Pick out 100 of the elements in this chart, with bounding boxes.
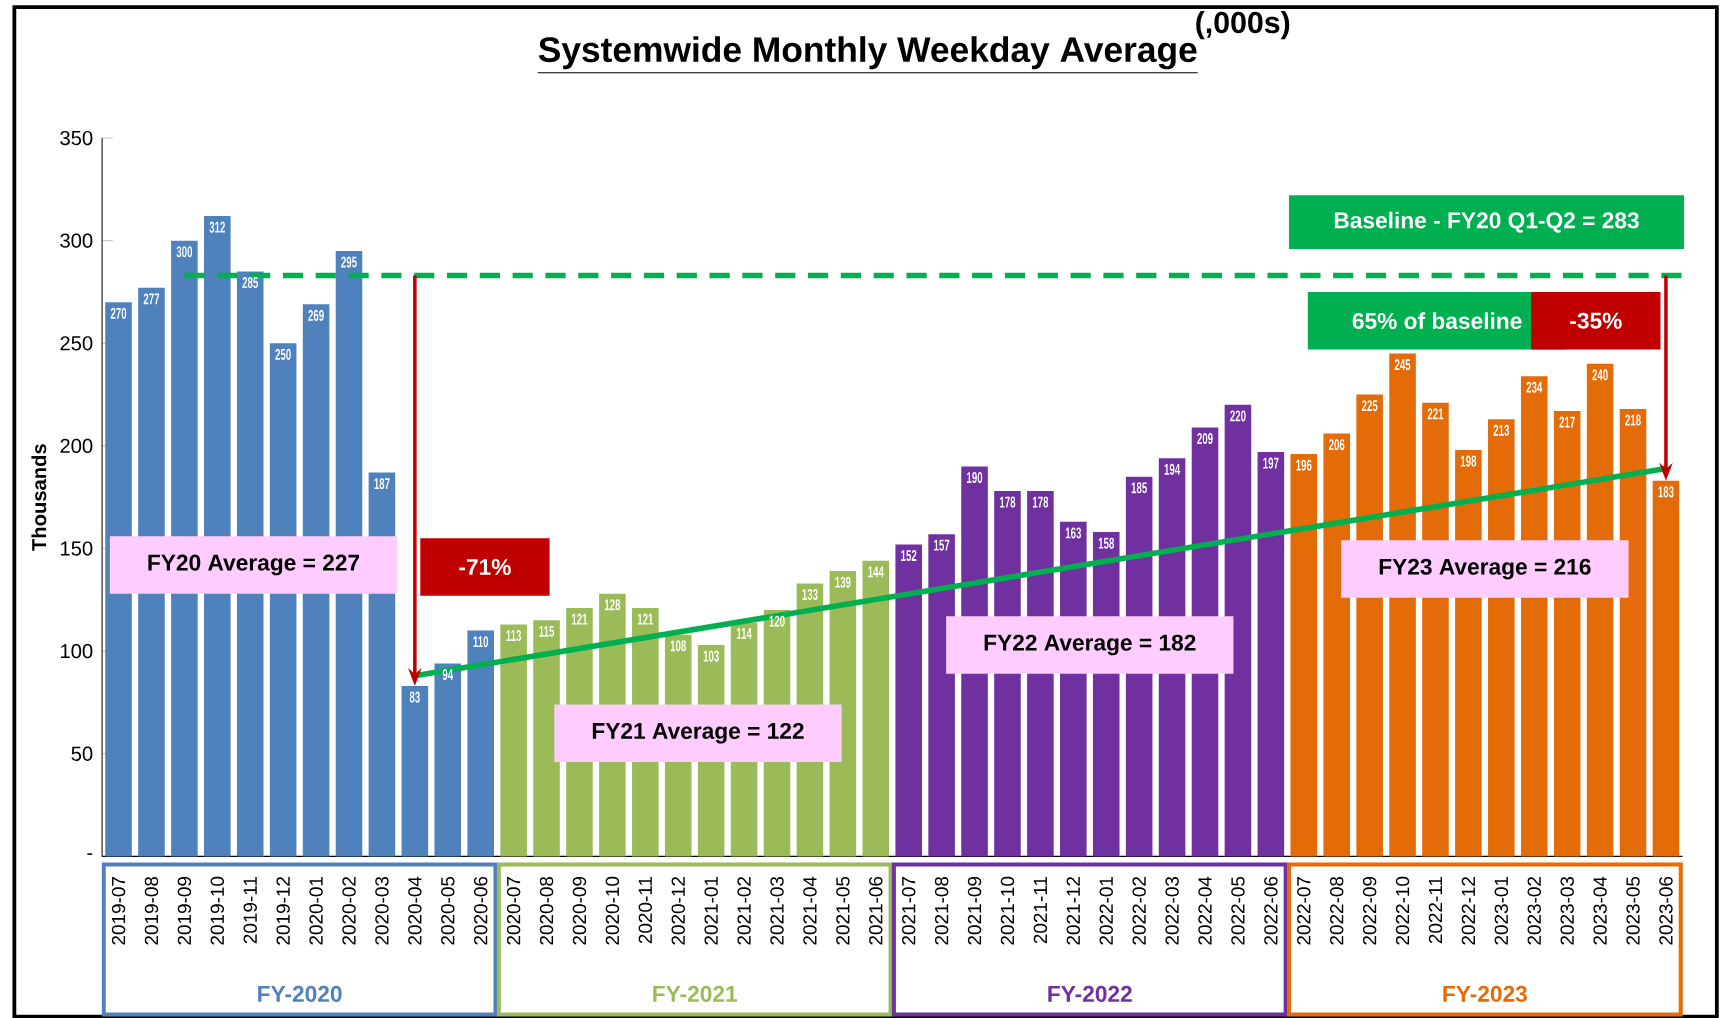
- x-tick-label: 2022-11: [1428, 876, 1443, 944]
- data-label: 196: [1296, 459, 1312, 471]
- bar: [500, 624, 527, 857]
- ref-line-label: Baseline - FY20 Q1-Q2 = 283: [1334, 211, 1639, 233]
- bar: [862, 560, 890, 857]
- x-tick-label: 2019-08: [144, 876, 159, 945]
- y-tick-label: 100: [61, 644, 93, 659]
- data-label: 157: [934, 539, 950, 551]
- data-label: 128: [604, 599, 621, 611]
- y-tick-label: 200: [60, 438, 93, 454]
- data-label: 217: [1559, 416, 1575, 428]
- data-label: 121: [571, 613, 588, 625]
- x-tick-label: 2020-11: [638, 876, 653, 944]
- data-label: 120: [769, 615, 785, 627]
- data-label: 190: [967, 471, 983, 484]
- data-label: 234: [1526, 381, 1543, 393]
- y-tick-label: 250: [60, 336, 93, 351]
- x-tick-label: 2021-11: [1033, 876, 1048, 944]
- data-label: 187: [374, 478, 390, 490]
- data-label: 250: [275, 348, 291, 360]
- x-tick-label: 2023-02: [1527, 877, 1541, 945]
- bar: [1257, 452, 1285, 857]
- text: FY-2022: [1048, 985, 1132, 1002]
- data-label: 83: [409, 691, 420, 703]
- data-label: 178: [999, 496, 1016, 508]
- y-axis-title: Thousands: [31, 444, 47, 551]
- x-tick-label: 2022-05: [1231, 876, 1245, 945]
- x-tick-label: 2020-07: [506, 877, 521, 945]
- x-tick-label: 2022-04: [1198, 876, 1212, 945]
- x-tick-label: 2022-09: [1362, 876, 1377, 945]
- data-label: 277: [143, 293, 160, 305]
- x-tick-label: 2020-10: [605, 876, 620, 945]
- x-tick-label: 2020-05: [441, 876, 455, 945]
- x-tick-label: 2022-06: [1264, 876, 1278, 945]
- data-label: 295: [341, 256, 357, 268]
- annotation: -71%: [459, 559, 511, 575]
- x-tick-label: 2021-12: [1066, 877, 1081, 945]
- x-tick-label: 2020-03: [375, 876, 389, 945]
- bar: [928, 534, 955, 857]
- chart-title: Systemwide Monthly Weekday Average: [538, 36, 1197, 70]
- x-tick-label: 2021-04: [803, 876, 817, 945]
- data-label: 139: [835, 576, 851, 588]
- x-tick-label: 2020-08: [539, 876, 554, 945]
- x-tick-label: 2019-10: [210, 876, 225, 945]
- x-tick-label: 2019-07: [111, 877, 126, 945]
- data-label: 194: [1164, 463, 1181, 475]
- data-label: 163: [1065, 527, 1082, 539]
- x-tick-label: 2022-07: [1297, 877, 1311, 945]
- bar: [1224, 404, 1252, 857]
- x-tick-label: 2022-02: [1132, 877, 1146, 945]
- data-label: 103: [703, 650, 719, 662]
- bar: [1619, 408, 1647, 857]
- x-tick-label: 2019-12: [276, 877, 290, 945]
- x-tick-label: 2023-03: [1560, 876, 1574, 945]
- annotation: FY22 Average = 182: [984, 634, 1196, 656]
- x-tick-label: 2019-11: [243, 876, 257, 944]
- x-tick-label: 2023-01: [1494, 876, 1509, 945]
- x-tick-label: 2021-01: [704, 876, 718, 945]
- text: FY-2020: [258, 985, 342, 1002]
- data-label: 158: [1098, 537, 1115, 549]
- bar: [401, 686, 429, 857]
- annotation: 65% of baseline: [1352, 312, 1522, 330]
- y-tick-label: 150: [61, 541, 93, 556]
- x-tick-label: 2022-12: [1461, 877, 1476, 945]
- x-tick-label: 2021-08: [934, 876, 949, 945]
- x-tick-label: 2022-10: [1395, 876, 1410, 945]
- x-tick-label: 2021-06: [869, 876, 883, 945]
- bar: [533, 620, 560, 857]
- data-label: 114: [736, 627, 752, 639]
- y-tick-label: -: [87, 853, 93, 855]
- data-label: 300: [176, 246, 193, 258]
- data-label: 197: [1263, 457, 1279, 469]
- data-label: 245: [1394, 359, 1411, 371]
- chart-subtitle: (,000s): [1196, 11, 1290, 40]
- data-label: 221: [1427, 408, 1444, 420]
- x-tick-label: 2023-05: [1626, 876, 1640, 945]
- data-label: 121: [637, 613, 654, 625]
- annotation: FY20 Average = 227: [148, 554, 360, 576]
- data-label: 213: [1493, 424, 1510, 436]
- data-label: 144: [868, 566, 884, 578]
- annotation: FY21 Average = 122: [592, 722, 804, 744]
- x-tick-label: 2021-10: [1000, 876, 1015, 945]
- bar: [105, 302, 132, 857]
- x-tick-label: 2020-01: [309, 876, 323, 945]
- data-label: 240: [1592, 369, 1608, 381]
- x-tick-label: 2021-05: [836, 876, 850, 945]
- data-label: 270: [110, 307, 127, 319]
- text: FY-2023: [1443, 985, 1527, 1002]
- data-label: 152: [901, 549, 917, 562]
- y-tick-label: 300: [60, 233, 93, 248]
- data-label: 113: [506, 630, 522, 642]
- bar: [1323, 433, 1350, 857]
- x-tick-label: 2020-04: [408, 876, 422, 945]
- data-label: 225: [1361, 400, 1378, 412]
- x-tick-label: 2019-09: [177, 876, 192, 945]
- data-label: 312: [209, 221, 225, 233]
- annotation: -35%: [1570, 312, 1622, 329]
- x-tick-label: 2021-03: [770, 876, 784, 945]
- bar: [434, 663, 462, 857]
- annotation: FY23 Average = 216: [1379, 558, 1591, 580]
